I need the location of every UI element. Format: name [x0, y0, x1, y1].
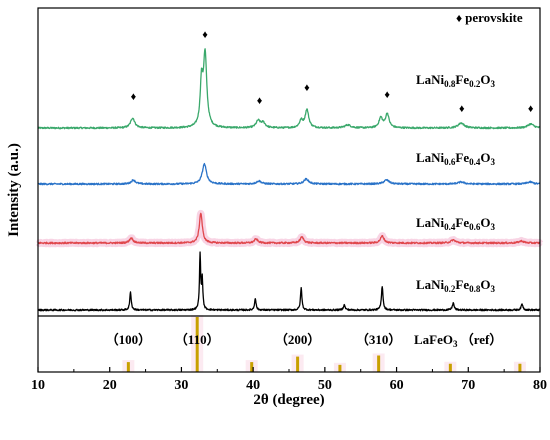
ref-stick — [518, 363, 522, 372]
series-label-part: O — [480, 277, 490, 292]
hkl-label: （200） — [275, 332, 321, 347]
series-label-part: 3 — [491, 284, 496, 294]
series-label-part: 0.2 — [469, 79, 481, 89]
series-line — [37, 251, 541, 312]
series-label-part: LaNi — [416, 150, 445, 165]
reference-label-part: （ref） — [458, 332, 503, 347]
series-label-part: Fe — [455, 215, 469, 230]
ref-stick — [296, 356, 300, 372]
x-tick-label: 70 — [461, 378, 475, 393]
series-label-part: LaNi — [416, 72, 445, 87]
axes: 10 20 30 40 50 60 70 80 2θ (degree) Intensity (a.… — [6, 7, 547, 408]
series-lines — [37, 48, 541, 312]
x-tick-label: 20 — [103, 378, 117, 393]
perovskite-marker: ♦ — [257, 95, 263, 107]
series-label-part: O — [480, 72, 490, 87]
hkl-label: （310） — [356, 332, 402, 347]
reference-label-part: LaFeO — [414, 332, 453, 347]
series-label-part: LaNi — [416, 277, 445, 292]
perovskite-marker: ♦ — [304, 82, 310, 94]
series-label-part: 3 — [491, 79, 496, 89]
series-label-part: O — [480, 215, 490, 230]
x-tick-label: 30 — [174, 378, 188, 393]
series-label: LaNi0.8Fe0.2O3 — [416, 72, 496, 89]
perovskite-marker: ♦ — [459, 103, 465, 115]
x-axis-label: 2θ (degree) — [253, 392, 324, 408]
reference-label: LaFeO3 （ref） — [414, 332, 502, 349]
series-label-part: 0.4 — [444, 222, 456, 232]
perovskite-marker: ♦ — [202, 29, 208, 41]
hkl-label: （110） — [175, 332, 220, 347]
series-label-part: 0.4 — [469, 157, 481, 167]
series-label: LaNi0.6Fe0.4O3 — [416, 150, 496, 167]
x-tick-label: 50 — [318, 378, 332, 393]
legend-entry: ♦ perovskite — [456, 10, 523, 25]
x-tick-label: 80 — [533, 378, 547, 393]
series-label-part: 3 — [491, 222, 496, 232]
series-line — [37, 212, 541, 245]
series-label-part: 0.8 — [444, 79, 456, 89]
chart-texts: LaNi0.8Fe0.2O3LaNi0.6Fe0.4O3LaNi0.4Fe0.6… — [106, 10, 523, 349]
reference-sticks — [122, 315, 526, 372]
series-line — [37, 162, 541, 186]
series-label-part: 3 — [491, 157, 496, 167]
perovskite-marker: ♦ — [131, 91, 137, 103]
x-tick-label: 40 — [246, 378, 260, 393]
series-line — [37, 48, 541, 130]
series-label-part: O — [480, 150, 490, 165]
ref-stick — [126, 362, 130, 372]
plot-frame — [37, 7, 541, 373]
series-label-part: 0.2 — [444, 284, 456, 294]
perovskite-markers: ♦ ♦ ♦ ♦ ♦ ♦ ♦ — [131, 29, 534, 115]
ref-stick — [195, 317, 199, 372]
series-label: LaNi0.2Fe0.8O3 — [416, 277, 496, 294]
series-label-part: 0.8 — [469, 284, 481, 294]
x-tick-label: 10 — [31, 378, 45, 393]
y-axis-label: Intensity (a.u.) — [6, 143, 22, 237]
series-label-part: Fe — [455, 150, 469, 165]
perovskite-marker: ♦ — [528, 103, 534, 115]
ref-stick — [250, 362, 254, 372]
ref-stick — [338, 364, 342, 372]
ref-stick — [377, 355, 381, 372]
series-label-part: 0.6 — [444, 157, 456, 167]
series-label-part: 0.6 — [469, 222, 481, 232]
legend-symbol: ♦ — [456, 11, 465, 25]
reference-label-part: 3 — [453, 339, 458, 349]
series-label-part: Fe — [455, 72, 469, 87]
ref-stick — [448, 363, 452, 372]
x-tick-label: 60 — [390, 378, 404, 393]
legend-text: perovskite — [465, 10, 523, 25]
series-label: LaNi0.4Fe0.6O3 — [416, 215, 496, 232]
hkl-label: （100） — [106, 332, 152, 347]
perovskite-marker: ♦ — [384, 89, 390, 101]
series-label-part: LaNi — [416, 215, 445, 230]
series-label-part: Fe — [455, 277, 469, 292]
